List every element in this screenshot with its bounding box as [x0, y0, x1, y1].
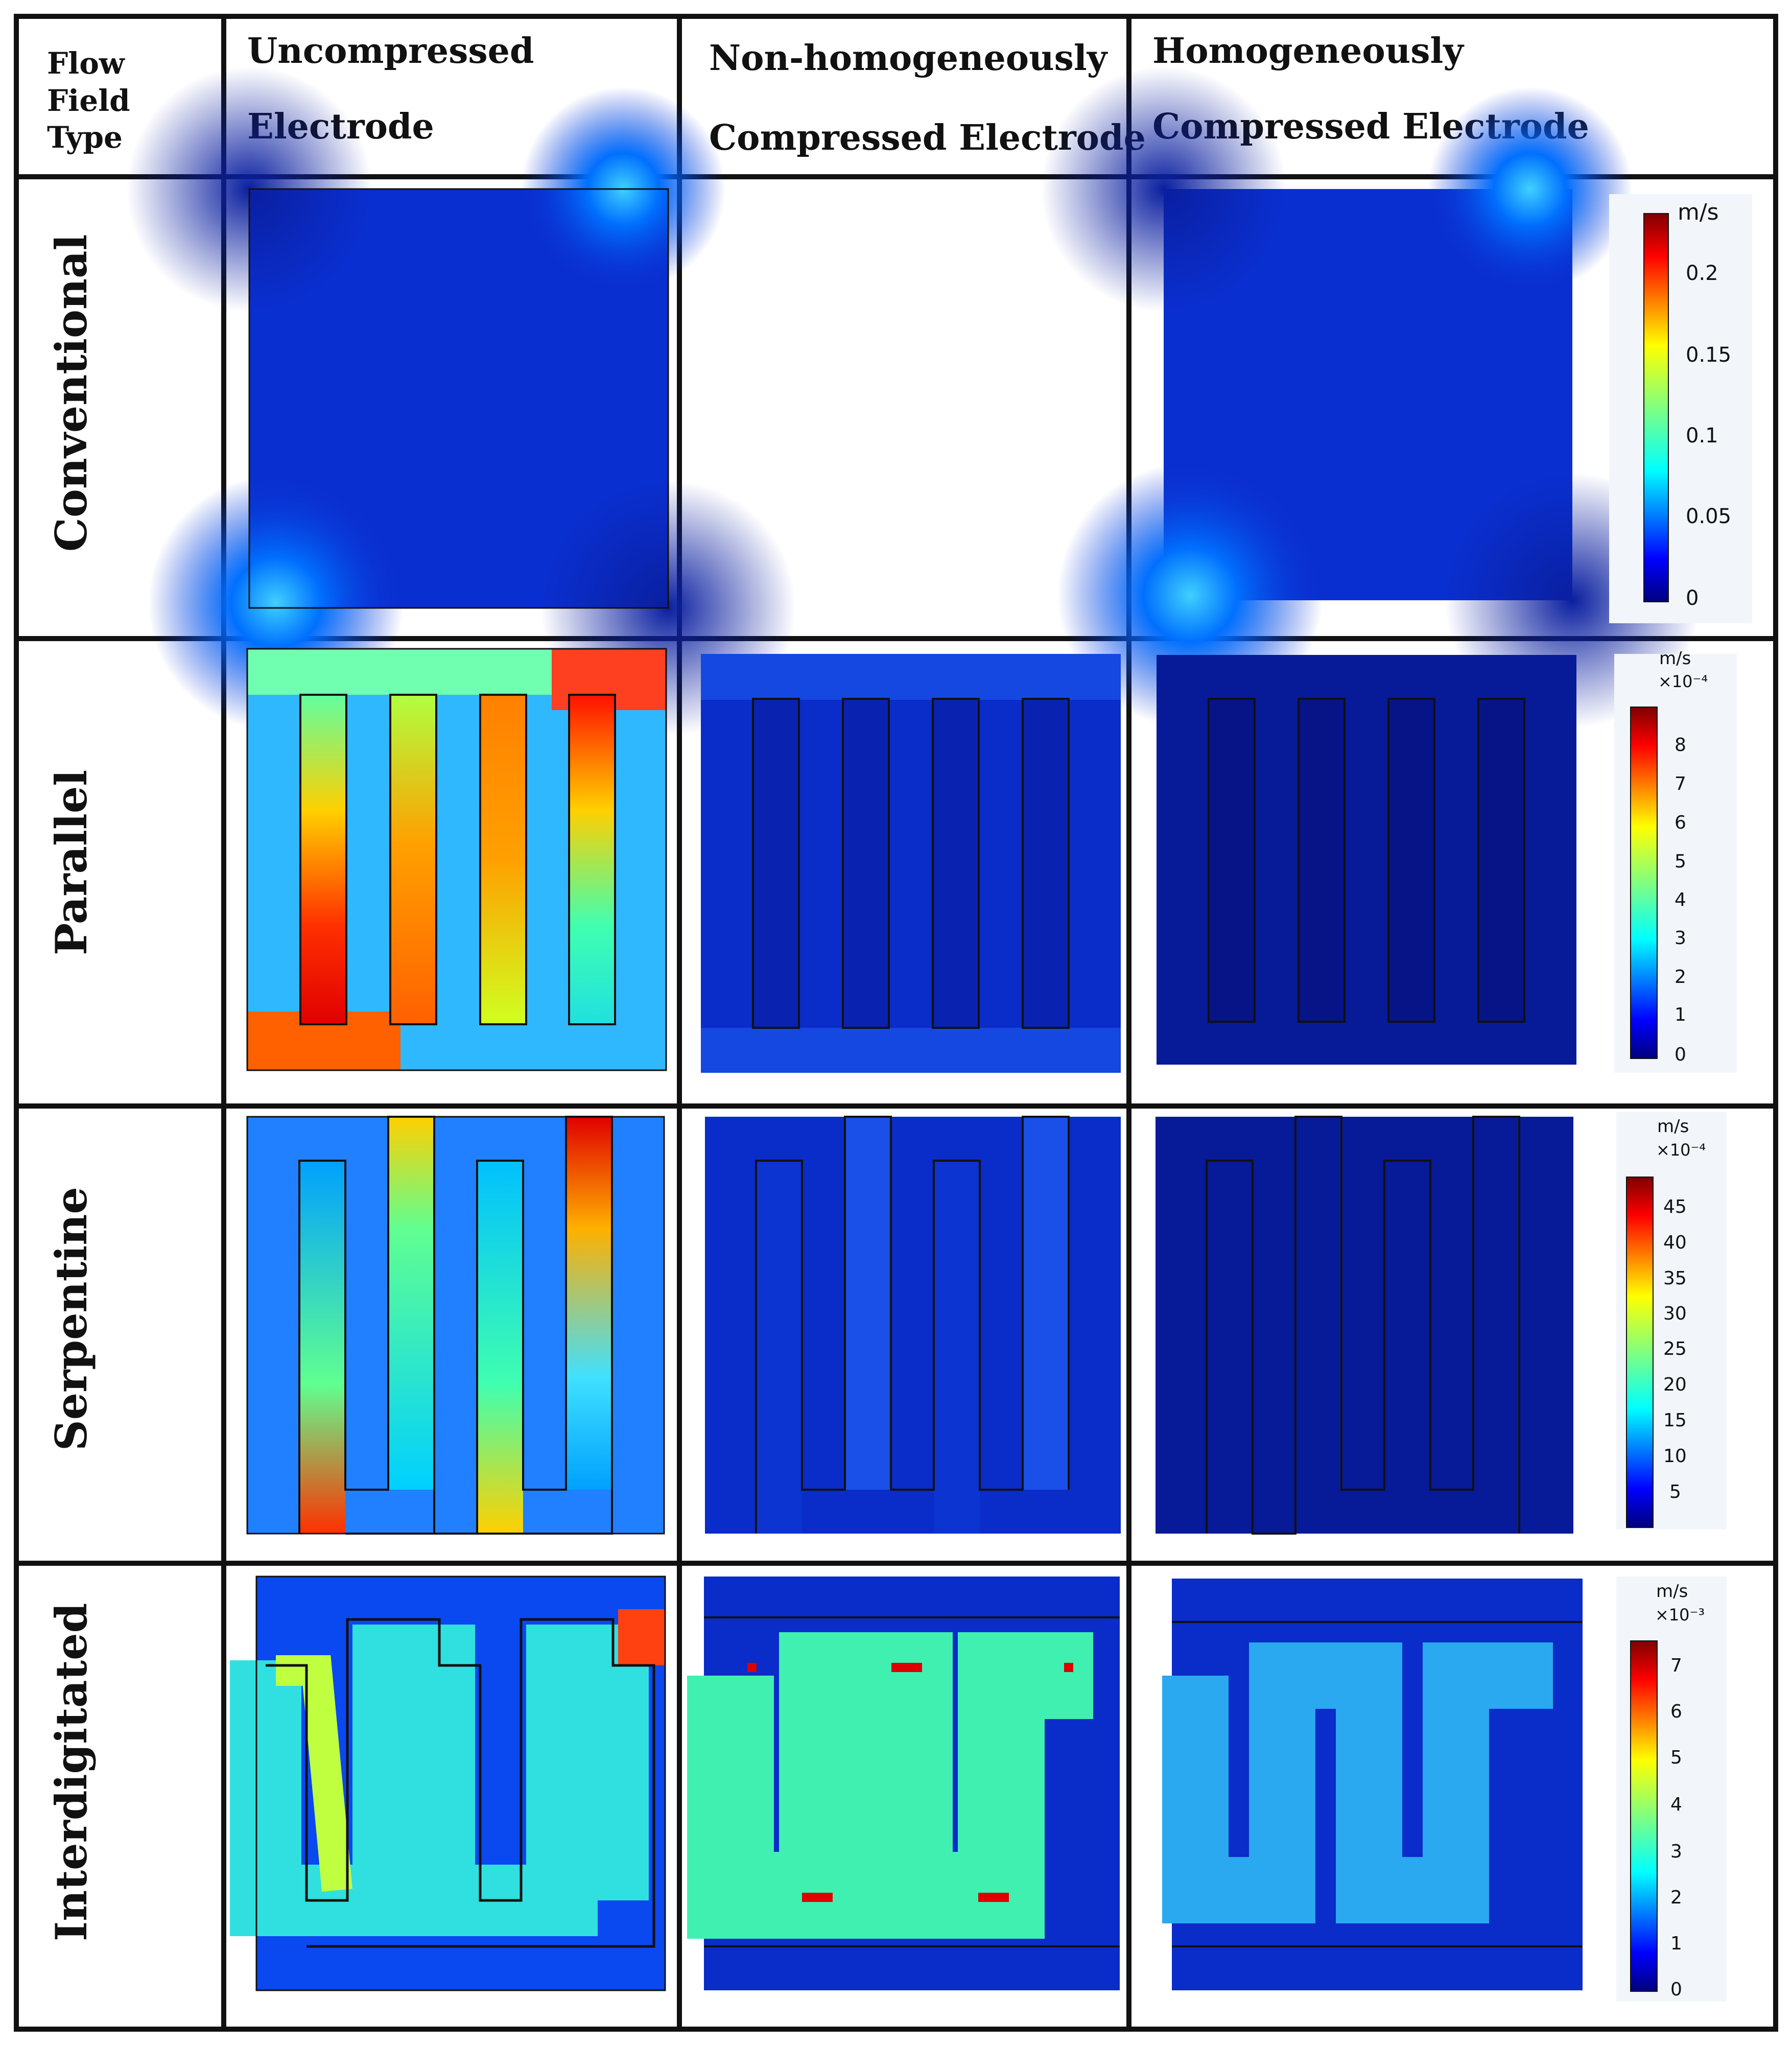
colorbar-tick: 45 — [1663, 1196, 1687, 1217]
colorbar-tick: 0.2 — [1686, 262, 1718, 285]
colorbar-tick: 5 — [1669, 1481, 1681, 1502]
colorbar-scale — [1630, 1640, 1658, 1992]
colorbar-unit: m/s — [1656, 1581, 1688, 1602]
header-homogeneous-line-1: Homogeneously — [1152, 31, 1464, 72]
colorbar-tick: 7 — [1675, 773, 1686, 794]
colorbar-tick: 40 — [1663, 1232, 1687, 1253]
colorbar-tick: 1 — [1675, 1004, 1686, 1025]
colorbar-tick: 3 — [1670, 1841, 1682, 1862]
colorbar-scale — [1630, 707, 1658, 1059]
colorbar-tick: 4 — [1670, 1794, 1682, 1815]
colorbar-tick: 6 — [1670, 1701, 1682, 1722]
colorbar-serpentine — [1616, 1112, 1727, 1530]
plot-serpentine-nonhomogeneous — [705, 1116, 1121, 1534]
colorbar-tick: 0.05 — [1686, 505, 1731, 528]
colorbar-unit: m/s — [1659, 648, 1691, 669]
header-nonhomogeneous-line-1: Non-homogeneously — [709, 38, 1107, 79]
header-uncompressed-line-1: Uncompressed — [247, 31, 534, 72]
plot-conventional-uncompressed — [127, 66, 796, 736]
colorbar-tick: 35 — [1663, 1268, 1687, 1289]
colorbar-tick: 20 — [1663, 1374, 1687, 1395]
colorbar-tick: 3 — [1675, 928, 1686, 949]
colorbar-tick: 15 — [1663, 1410, 1687, 1431]
header-corner-line-2: Field — [47, 83, 130, 118]
table-border — [14, 14, 1778, 2032]
plot-parallel-nonhomogeneous — [701, 654, 1121, 1073]
colorbar-scale — [1626, 1177, 1654, 1528]
colorbar-conventional — [1609, 194, 1752, 623]
colorbar-tick: 4 — [1675, 889, 1686, 910]
colorbar-tick: 6 — [1675, 812, 1686, 833]
plot-interdigitated-homogeneous — [1162, 1579, 1583, 1990]
plot-interdigitated-uncompressed — [230, 1575, 666, 1991]
plot-parallel-uncompressed — [246, 648, 667, 1071]
colorbar-tick: 0 — [1675, 1044, 1686, 1065]
colorbar-parallel — [1614, 654, 1737, 1073]
colorbar-tick: 0 — [1686, 586, 1699, 610]
colorbar-unit: m/s — [1657, 1116, 1689, 1137]
colorbar-unit: m/s — [1678, 199, 1719, 225]
colorbar-tick: 30 — [1663, 1303, 1687, 1324]
colorbar-exponent: ×10⁻³ — [1655, 1605, 1705, 1625]
plot-serpentine-homogeneous — [1156, 1116, 1573, 1535]
colorbar-tick: 0.15 — [1686, 343, 1731, 367]
plot-interdigitated-nonhomogeneous — [687, 1577, 1120, 1990]
colorbar-tick: 0 — [1670, 1979, 1682, 2000]
colorbar-tick: 7 — [1670, 1655, 1682, 1676]
colorbar-scale — [1643, 213, 1669, 602]
colorbar-exponent: ×10⁻⁴ — [1658, 672, 1708, 691]
colorbar-tick: 5 — [1670, 1747, 1682, 1768]
colorbar-tick: 25 — [1663, 1338, 1687, 1359]
header-corner-line-1: Flow — [47, 46, 125, 81]
colorbar-tick: 10 — [1663, 1446, 1687, 1467]
plot-parallel-homogeneous — [1157, 655, 1576, 1065]
colorbar-interdigitated — [1616, 1577, 1727, 2002]
colorbar-tick: 8 — [1675, 735, 1686, 756]
colorbar-tick: 2 — [1675, 967, 1686, 987]
colorbar-labels: m/s 0.2 0.15 0.1 0.05 0 m/s ×10⁻⁴ 8 7 6 … — [1655, 199, 1731, 2000]
colorbar-tick: 5 — [1675, 851, 1686, 872]
colorbar-tick: 0.1 — [1686, 424, 1718, 448]
header-corner-line-3: Type — [47, 120, 123, 155]
colorbar-exponent: ×10⁻⁴ — [1656, 1140, 1706, 1160]
colorbar-tick: 2 — [1670, 1887, 1682, 1908]
plot-conventional-homogeneous — [1041, 66, 1700, 728]
colorbar-tick: 1 — [1670, 1933, 1682, 1954]
plot-serpentine-uncompressed — [246, 1116, 665, 1535]
